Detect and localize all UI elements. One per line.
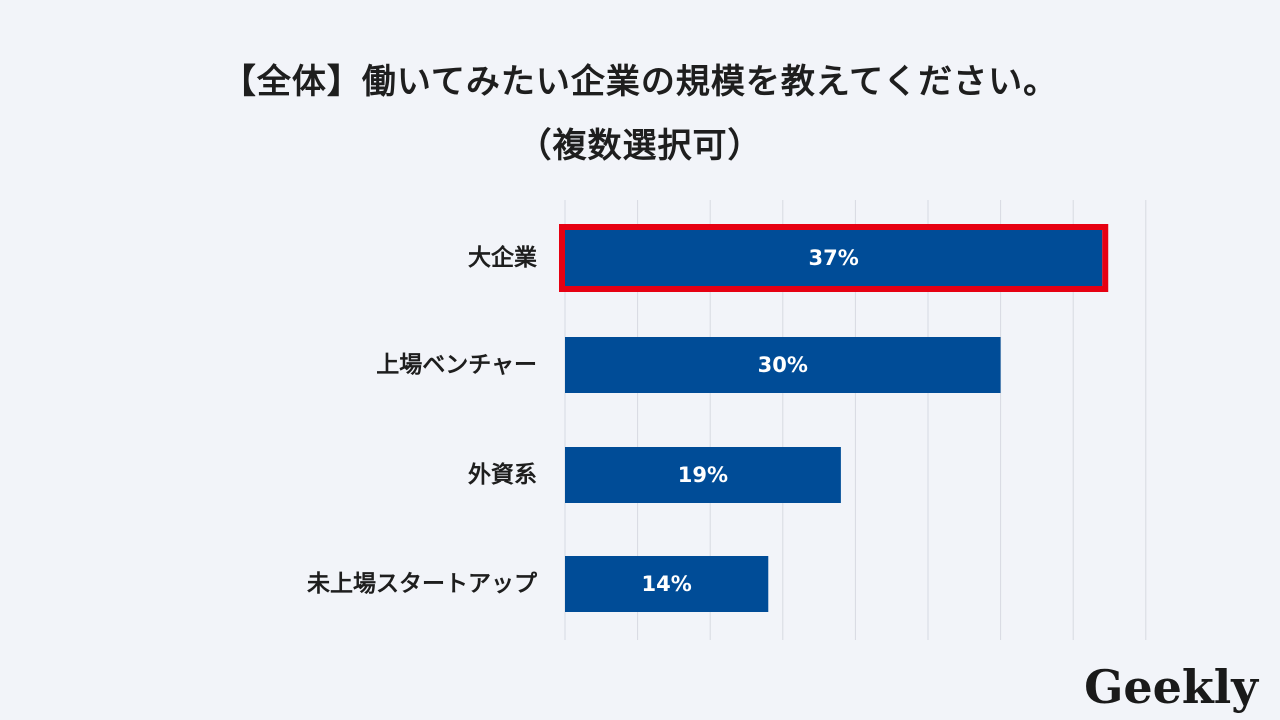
bar: [565, 556, 769, 612]
value-label: 14%: [642, 572, 692, 596]
category-label: 未上場スタートアップ: [307, 571, 538, 597]
chart-title-line1: 【全体】働いてみたい企業の規模を教えてください。: [221, 62, 1059, 102]
category-label: 上場ベンチャー: [376, 352, 537, 378]
category-label: 外資系: [468, 461, 537, 488]
value-label: 19%: [678, 463, 728, 487]
value-label: 37%: [808, 246, 858, 270]
geekly-logo: Geekly: [1084, 660, 1258, 714]
chart-title-line2: （複数選択可）: [517, 126, 763, 166]
bar: [565, 230, 1103, 286]
category-label: 大企業: [468, 244, 538, 271]
bar: [565, 447, 841, 503]
bars: 大企業 37% 上場ベンチャー 30% 外資系 19% 未上場スタートアップ 14%: [307, 224, 1109, 612]
bar: [565, 337, 1001, 393]
value-label: 30%: [758, 353, 808, 377]
highlight-border: [559, 224, 1109, 292]
